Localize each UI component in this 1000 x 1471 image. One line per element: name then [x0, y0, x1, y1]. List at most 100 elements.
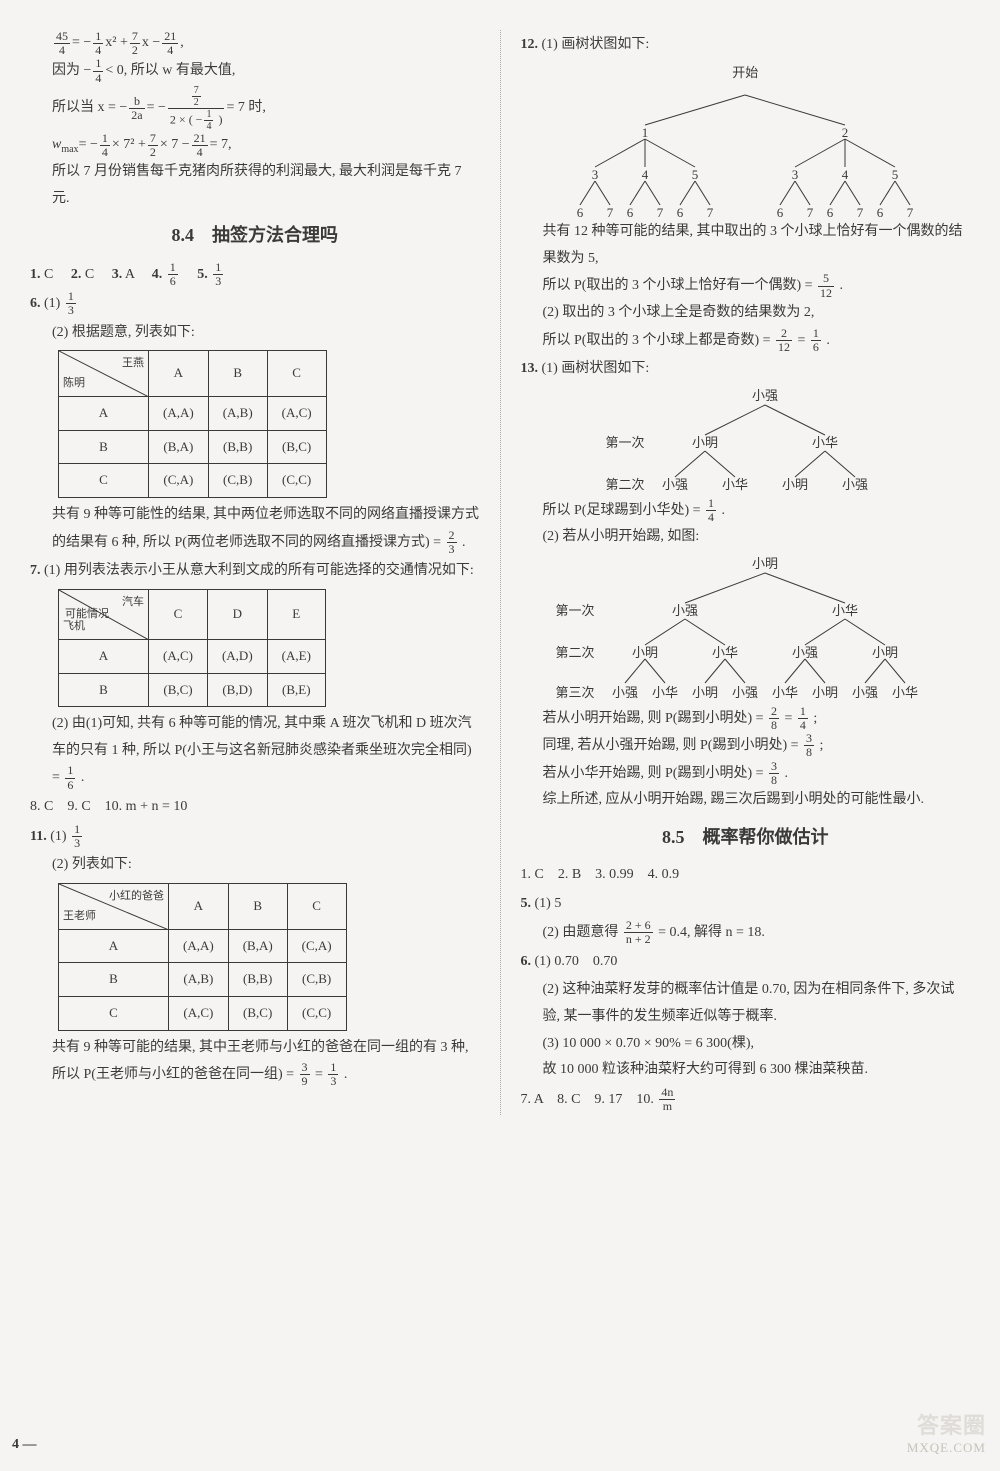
tree-diagram-1: 1 2 3 4 5 3 4 5 6 7 6 7 6 7 6 7 6 7 6 7	[535, 87, 955, 217]
right-column: 12. (1) 画树状图如下: 开始 1 2 3 4 5 3 4 5 6 7 6 7	[521, 30, 971, 1115]
q12-b: 所以 P(取出的 3 个小球上恰好有一个偶数) = 512 .	[521, 272, 971, 300]
svg-text:1: 1	[642, 125, 649, 140]
section-8-5-title: 8.5 概率帮你做估计	[521, 820, 971, 854]
svg-text:小强: 小强	[752, 388, 778, 403]
svg-text:小强: 小强	[672, 603, 698, 618]
q13-d: 若从小华开始踢, 则 P(踢到小明处) = 38 .	[521, 760, 971, 788]
svg-text:第一次: 第一次	[606, 435, 645, 450]
svg-text:小强: 小强	[612, 685, 638, 700]
r-q1to4: 1. C 2. B 3. 0.99 4. 0.9	[521, 862, 971, 889]
svg-text:小华: 小华	[772, 685, 798, 700]
svg-text:小强: 小强	[852, 685, 878, 700]
q7: 7. (1) 用列表法表示小王从意大利到文成的所有可能选择的交通情况如下:	[30, 558, 480, 585]
svg-text:小强: 小强	[792, 645, 818, 660]
table-2-diag: 汽车 飞机 可能情况	[59, 589, 149, 639]
equation-1: 454 = − 14 x² + 72 x − 214 ,	[30, 30, 480, 57]
table-2: 汽车 飞机 可能情况 CDE A(A,C)(A,D)(A,E) B(B,C)(B…	[58, 589, 326, 707]
tree-diagram-2: 小强 第一次 小明小华 第二次 小强小华 小明小强	[565, 385, 925, 495]
svg-text:7: 7	[807, 205, 814, 217]
page-body: 454 = − 14 x² + 72 x − 214 , 因为 − 14 < 0…	[0, 0, 1000, 1165]
page-number: 4 —	[12, 1437, 37, 1453]
left-column: 454 = − 14 x² + 72 x − 214 , 因为 − 14 < 0…	[30, 30, 480, 1115]
svg-text:2: 2	[842, 125, 849, 140]
r-q7to10: 7. A 8. C 9. 17 10. 4nm	[521, 1086, 971, 1114]
tree1-top: 开始	[521, 61, 971, 86]
svg-text:小强: 小强	[842, 477, 868, 492]
q6-2: (2) 根据题意, 列表如下:	[30, 320, 480, 347]
svg-text:7: 7	[657, 205, 664, 217]
table-1: 王燕 陈明 ABC A(A,A)(A,B)(A,C) B(B,A)(B,B)(B…	[58, 350, 327, 498]
line-5: 所以 7 月份销售每千克猪肉所获得的利润最大, 最大利润是每千克 7 元.	[30, 159, 480, 212]
line-2: 因为 − 14 < 0, 所以 w 有最大值,	[30, 57, 480, 84]
r-q6-3: (3) 10 000 × 0.70 × 90% = 6 300(棵),	[521, 1031, 971, 1058]
q12-c: (2) 取出的 3 个小球上全是奇数的结果数为 2,	[521, 300, 971, 327]
table-3-diag: 小红的爸爸 王老师	[59, 883, 169, 929]
svg-text:小强: 小强	[662, 477, 688, 492]
q13: 13. (1) 画树状图如下:	[521, 356, 971, 383]
svg-text:小华: 小华	[712, 645, 738, 660]
line-4: wmax = − 14 × 7² + 72 × 7 − 214 = 7,	[30, 132, 480, 159]
r-q6-3b: 故 10 000 粒该种油菜籽大约可得到 6 300 棵油菜秧苗.	[521, 1057, 971, 1084]
svg-text:6: 6	[577, 205, 584, 217]
q12-a: 共有 12 种等可能的结果, 其中取出的 3 个小球上恰好有一个偶数的结果数为 …	[521, 219, 971, 272]
q13-a: 所以 P(足球踢到小华处) = 14 .	[521, 497, 971, 525]
svg-text:5: 5	[892, 167, 899, 182]
q6: 6. (1) 13	[30, 290, 480, 318]
column-divider	[500, 30, 501, 1115]
svg-text:小华: 小华	[832, 603, 858, 618]
q13-e: 综上所述, 应从小明开始踢, 踢三次后踢到小明处的可能性最小.	[521, 787, 971, 814]
r-q6-2: (2) 这种油菜籽发芽的概率估计值是 0.70, 因为在相同条件下, 多次试验,…	[521, 977, 971, 1030]
q11: 11. (1) 13	[30, 823, 480, 851]
answers-1-5: 1. C 2. C 3. A 4. 16 5. 13	[30, 261, 480, 289]
svg-text:3: 3	[592, 167, 599, 182]
svg-text:4: 4	[642, 167, 649, 182]
svg-text:小明: 小明	[752, 556, 778, 571]
svg-text:4: 4	[842, 167, 849, 182]
r-q6: 6. (1) 0.70 0.70	[521, 949, 971, 976]
r-q5-2: (2) 由题意得 2 + 6n + 2 = 0.4, 解得 n = 18.	[521, 919, 971, 947]
svg-text:6: 6	[827, 205, 834, 217]
q13-2: (2) 若从小明开始踢, 如图:	[521, 524, 971, 551]
svg-text:小明: 小明	[632, 645, 658, 660]
table-3: 小红的爸爸 王老师 ABC A(A,A)(B,A)(C,A) B(A,B)(B,…	[58, 883, 347, 1031]
svg-text:小华: 小华	[812, 435, 838, 450]
line-3: 所以当 x = − b2a = − 72 2 × ( −14 ) = 7 时,	[30, 85, 480, 132]
svg-text:3: 3	[792, 167, 799, 182]
svg-text:6: 6	[677, 205, 684, 217]
q11-after: 共有 9 种等可能的结果, 其中王老师与小红的爸爸在同一组的有 3 种, 所以 …	[30, 1035, 480, 1089]
svg-text:小明: 小明	[692, 685, 718, 700]
svg-text:第一次: 第一次	[556, 603, 595, 618]
svg-text:第二次: 第二次	[606, 477, 645, 492]
q8-10: 8. C 9. C 10. m + n = 10	[30, 794, 480, 821]
q12: 12. (1) 画树状图如下:	[521, 32, 971, 59]
q11-2: (2) 列表如下:	[30, 852, 480, 879]
svg-text:6: 6	[777, 205, 784, 217]
section-8-4-title: 8.4 抽签方法合理吗	[30, 218, 480, 252]
svg-text:7: 7	[907, 205, 914, 217]
svg-text:小华: 小华	[722, 477, 748, 492]
svg-text:小明: 小明	[872, 645, 898, 660]
svg-text:7: 7	[707, 205, 714, 217]
svg-text:6: 6	[627, 205, 634, 217]
svg-text:第三次: 第三次	[556, 685, 595, 700]
svg-text:6: 6	[877, 205, 884, 217]
q12-d: 所以 P(取出的 3 个小球上都是奇数) = 212 = 16 .	[521, 327, 971, 355]
svg-text:5: 5	[692, 167, 699, 182]
svg-text:7: 7	[857, 205, 864, 217]
q13-b: 若从小明开始踢, 则 P(踢到小明处) = 28 = 14 ;	[521, 705, 971, 733]
q6-after: 共有 9 种等可能性的结果, 其中两位老师选取不同的网络直播授课方式的结果有 6…	[30, 502, 480, 556]
tree-diagram-3: 小明 第一次 小强小华 第二次 小明小华 小强小明 第三次 小强小华 小明小强 …	[525, 553, 965, 703]
svg-text:7: 7	[607, 205, 614, 217]
table-1-diag: 王燕 陈明	[59, 351, 149, 397]
svg-text:小明: 小明	[782, 477, 808, 492]
svg-text:小明: 小明	[812, 685, 838, 700]
q13-c: 同理, 若从小强开始踢, 则 P(踢到小明处) = 38 ;	[521, 732, 971, 760]
svg-text:小华: 小华	[652, 685, 678, 700]
watermark: 答案圈 MXQE.COM	[907, 1412, 986, 1457]
q7-2: (2) 由(1)可知, 共有 6 种等可能的情况, 其中乘 A 班次飞机和 D …	[30, 711, 480, 792]
r-q5: 5. (1) 5	[521, 891, 971, 918]
svg-text:小华: 小华	[892, 685, 918, 700]
svg-text:第二次: 第二次	[556, 645, 595, 660]
svg-text:小强: 小强	[732, 685, 758, 700]
svg-text:小明: 小明	[692, 435, 718, 450]
